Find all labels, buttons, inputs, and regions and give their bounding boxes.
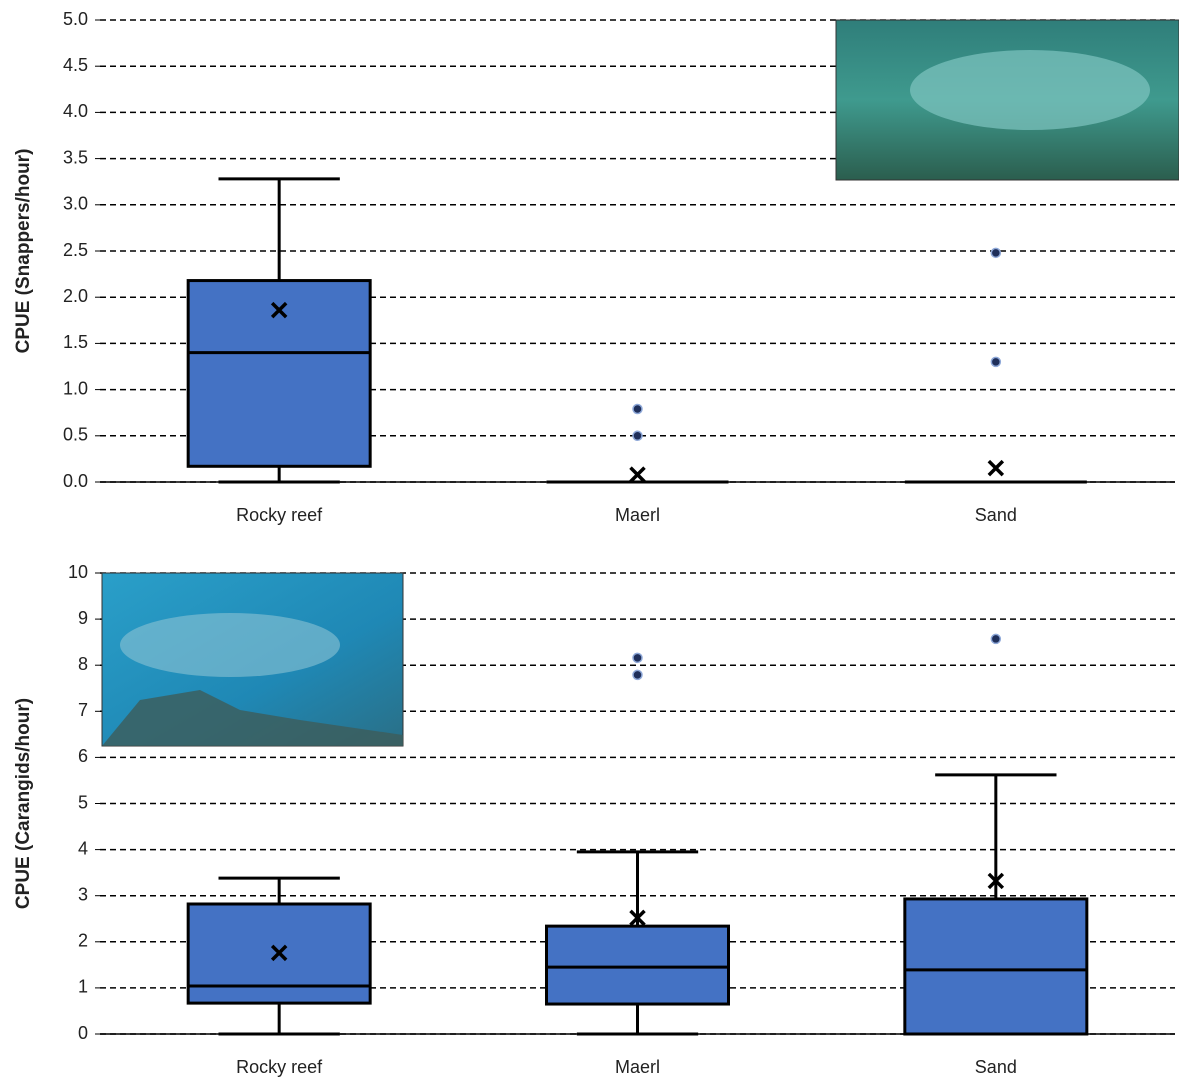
outlier <box>633 431 642 440</box>
y-tick-label: 0 <box>78 1023 88 1043</box>
y-tick-label: 4.0 <box>63 101 88 121</box>
y-tick-label: 8 <box>78 654 88 674</box>
y-tick-label: 0.0 <box>63 471 88 491</box>
y-axis-label: CPUE (Carangids/hour) <box>13 698 34 909</box>
y-tick-label: 1.5 <box>63 332 88 352</box>
box <box>905 899 1087 1034</box>
y-tick-label: 2.5 <box>63 240 88 260</box>
y-tick-label: 5 <box>78 792 88 812</box>
y-tick-label: 3.0 <box>63 194 88 214</box>
page: CPUE (Snappers/hour) 0.0 0.5 1.0 1.5 2.0 2.5 3.… <box>0 0 1179 1077</box>
y-tick-label: 0.5 <box>63 425 88 445</box>
chart: CPUE (Snappers/hour) 0.0 0.5 1.0 1.5 2.0 2.5 3.… <box>0 0 1179 1077</box>
outlier <box>991 248 1000 257</box>
y-tick-label: 5.0 <box>63 9 88 29</box>
outlier <box>633 405 642 414</box>
y-axis-label: CPUE (Snappers/hour) <box>13 149 34 354</box>
x-tick-label: Sand <box>975 505 1017 525</box>
y-tick-label: 2 <box>78 931 88 951</box>
y-tick-label: 10 <box>68 562 88 582</box>
box <box>547 926 729 1004</box>
y-tick-label: 1 <box>78 977 88 997</box>
y-tick-label: 1.0 <box>63 378 88 398</box>
x-tick-label: Maerl <box>615 1057 660 1077</box>
y-tick-label: 7 <box>78 700 88 720</box>
x-tick-label: Sand <box>975 1057 1017 1077</box>
y-tick-label: 4.5 <box>63 55 88 75</box>
y-tick-label: 9 <box>78 608 88 628</box>
mean-marker <box>989 461 1003 475</box>
photo-fish <box>910 50 1150 130</box>
outlier <box>633 670 642 679</box>
y-tick-label: 2.0 <box>63 286 88 306</box>
x-tick-label: Rocky reef <box>236 505 323 525</box>
outlier <box>991 634 1000 643</box>
outlier <box>991 357 1000 366</box>
y-tick-label: 3.5 <box>63 147 88 167</box>
y-tick-label: 6 <box>78 746 88 766</box>
x-tick-label: Rocky reef <box>236 1057 323 1077</box>
mean-marker <box>631 468 645 482</box>
y-tick-label: 3 <box>78 884 88 904</box>
y-tick-label: 4 <box>78 838 88 858</box>
outlier <box>633 653 642 662</box>
x-tick-label: Maerl <box>615 505 660 525</box>
photo-fish <box>120 613 340 677</box>
